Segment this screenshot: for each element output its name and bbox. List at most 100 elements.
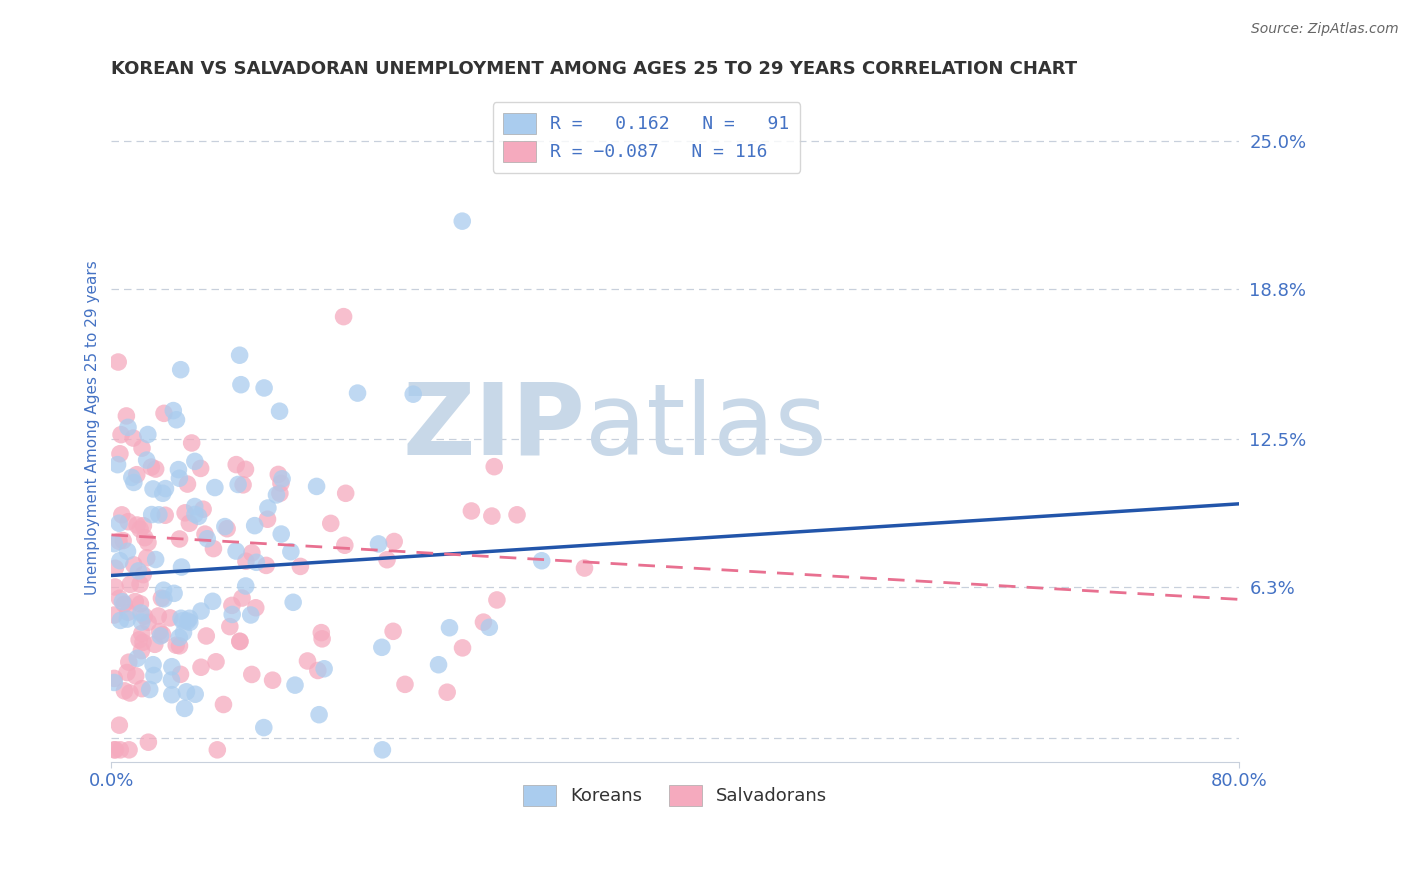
Point <box>174 506 197 520</box>
Point <box>202 541 225 556</box>
Point <box>108 591 131 606</box>
Point <box>367 537 389 551</box>
Point <box>163 586 186 600</box>
Point <box>240 546 263 560</box>
Point <box>436 685 458 699</box>
Point <box>245 555 267 569</box>
Point <box>235 579 257 593</box>
Point <box>108 718 131 732</box>
Point <box>160 659 183 673</box>
Point <box>108 447 131 461</box>
Point <box>117 515 139 529</box>
Point <box>152 627 174 641</box>
Text: Source: ZipAtlas.com: Source: ZipAtlas.com <box>1251 22 1399 37</box>
Point <box>132 567 155 582</box>
Point <box>118 743 141 757</box>
Point <box>128 632 150 647</box>
Point <box>204 481 226 495</box>
Point <box>451 640 474 655</box>
Point <box>117 605 139 619</box>
Point <box>122 558 145 572</box>
Point <box>142 668 165 682</box>
Point <box>371 640 394 655</box>
Point <box>176 685 198 699</box>
Point <box>108 554 131 568</box>
Point <box>108 516 131 531</box>
Point <box>225 544 247 558</box>
Point <box>107 355 129 369</box>
Point <box>173 701 195 715</box>
Point <box>270 476 292 491</box>
Point <box>180 436 202 450</box>
Point <box>135 453 157 467</box>
Point <box>243 518 266 533</box>
Point <box>269 486 291 500</box>
Point <box>254 558 277 573</box>
Point <box>169 639 191 653</box>
Point <box>118 686 141 700</box>
Point <box>240 667 263 681</box>
Point <box>190 660 212 674</box>
Point <box>319 516 342 531</box>
Point <box>127 651 149 665</box>
Point <box>142 657 165 672</box>
Point <box>574 561 596 575</box>
Point <box>104 743 127 757</box>
Point <box>112 533 135 548</box>
Point <box>253 721 276 735</box>
Point <box>103 672 125 686</box>
Point <box>207 743 229 757</box>
Point <box>305 479 328 493</box>
Point <box>280 545 302 559</box>
Point <box>481 509 503 524</box>
Point <box>108 534 131 549</box>
Point <box>257 500 280 515</box>
Point <box>382 624 405 639</box>
Point <box>478 620 501 634</box>
Point <box>142 482 165 496</box>
Point <box>131 681 153 696</box>
Point <box>172 614 194 628</box>
Point <box>125 467 148 482</box>
Point <box>290 559 312 574</box>
Point <box>190 461 212 475</box>
Point <box>118 655 141 669</box>
Point <box>135 550 157 565</box>
Point <box>136 427 159 442</box>
Point <box>194 527 217 541</box>
Point <box>232 478 254 492</box>
Point <box>231 591 253 605</box>
Point <box>229 634 252 648</box>
Point <box>138 682 160 697</box>
Point <box>117 612 139 626</box>
Point <box>122 431 145 445</box>
Point <box>110 743 132 757</box>
Point <box>131 615 153 629</box>
Point <box>132 635 155 649</box>
Point <box>284 678 307 692</box>
Point <box>153 591 176 606</box>
Point <box>460 504 482 518</box>
Point <box>179 611 201 625</box>
Point <box>184 508 207 522</box>
Point <box>332 310 354 324</box>
Point <box>308 707 330 722</box>
Point <box>333 538 356 552</box>
Point <box>297 654 319 668</box>
Point <box>253 381 276 395</box>
Point <box>131 441 153 455</box>
Point <box>235 554 257 568</box>
Point <box>159 611 181 625</box>
Point <box>120 577 142 591</box>
Point <box>125 518 148 533</box>
Point <box>311 625 333 640</box>
Point <box>148 508 170 522</box>
Point <box>152 583 174 598</box>
Point <box>134 609 156 624</box>
Point <box>141 460 163 475</box>
Point <box>221 607 243 622</box>
Point <box>166 413 188 427</box>
Point <box>143 637 166 651</box>
Point <box>167 631 190 645</box>
Point <box>129 577 152 591</box>
